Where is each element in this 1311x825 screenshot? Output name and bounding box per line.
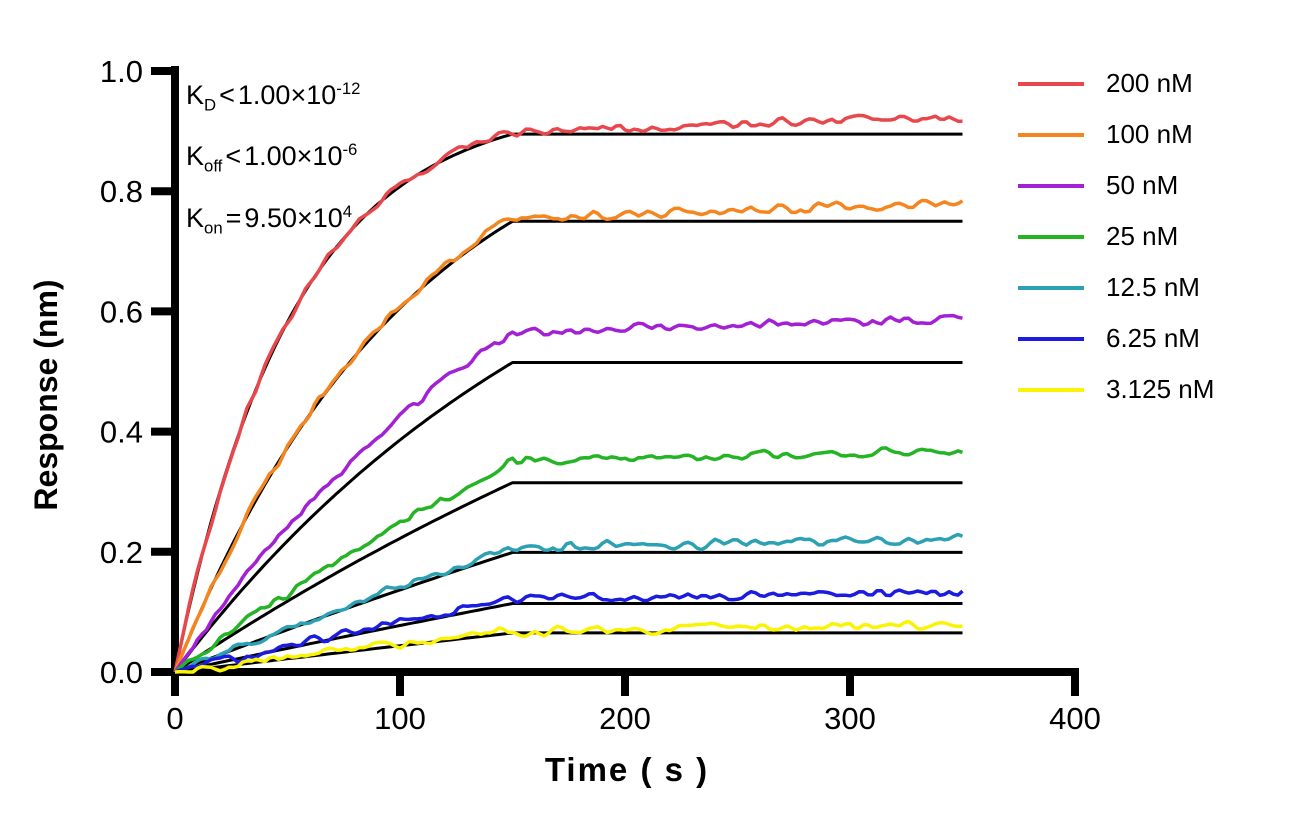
data-curve-200-nM xyxy=(173,113,963,673)
y-tick-label: 1.0 xyxy=(100,54,143,89)
fit-curve-12-5-nM xyxy=(174,550,963,674)
legend-label: 50 nM xyxy=(1106,170,1179,200)
y-tick-label: 0.2 xyxy=(100,535,143,570)
kinetic-constants-annotation: KD <1.00×10-12 Koff <1.00×10-6 Kon = 9.50×104 xyxy=(186,66,360,250)
legend: 200 nM 100 nM 50 nM 25 nM 12.5 nM 6.25 nM 3.12… xyxy=(1018,58,1214,415)
kinetic-constant-line: KD <1.00×10-12 xyxy=(186,79,361,115)
y-tick-label: 0.0 xyxy=(100,655,143,690)
kinetic-constant-line: Koff <1.00×10-6 xyxy=(186,140,358,176)
x-tick-label: 300 xyxy=(824,701,876,736)
legend-item: 12.5 nM xyxy=(1018,262,1214,313)
legend-swatch xyxy=(1018,234,1084,239)
legend-item: 6.25 nM xyxy=(1018,313,1214,364)
legend-label: 100 nM xyxy=(1106,119,1193,149)
legend-swatch xyxy=(1018,132,1084,137)
legend-label: 25 nM xyxy=(1106,221,1179,251)
y-axis-title: Response (nm) xyxy=(28,279,64,511)
x-tick-label: 0 xyxy=(166,701,183,736)
legend-label: 12.5 nM xyxy=(1106,272,1200,302)
data-curve-50-nM xyxy=(173,313,963,674)
legend-item: 100 nM xyxy=(1018,109,1214,160)
fit-curve-3-125-nM xyxy=(174,631,963,674)
legend-swatch xyxy=(1018,183,1084,188)
data-curve-3-125-nM xyxy=(174,619,963,674)
legend-swatch xyxy=(1018,387,1084,392)
fit-curve-25-nM xyxy=(174,481,963,674)
legend-swatch xyxy=(1018,81,1084,86)
y-tick-label: 0.8 xyxy=(100,174,143,209)
y-tick-label: 0.6 xyxy=(100,294,143,329)
x-axis-title: Time ( s ) xyxy=(544,751,710,788)
data-curve-6-25-nM xyxy=(174,588,964,674)
x-tick-label: 400 xyxy=(1049,701,1101,736)
legend-item: 200 nM xyxy=(1018,58,1214,109)
x-tick-label: 100 xyxy=(374,701,426,736)
legend-label: 3.125 nM xyxy=(1106,374,1215,404)
legend-item: 50 nM xyxy=(1018,160,1214,211)
legend-item: 25 nM xyxy=(1018,211,1214,262)
data-curve-12-5-nM xyxy=(174,532,964,674)
data-curve-25-nM xyxy=(173,446,964,674)
fit-curve-50-nM xyxy=(173,361,963,673)
legend-swatch xyxy=(1018,336,1084,341)
legend-item: 3.125 nM xyxy=(1018,364,1214,415)
legend-label: 6.25 nM xyxy=(1106,323,1200,353)
x-tick-label: 200 xyxy=(599,701,651,736)
legend-swatch xyxy=(1018,285,1084,290)
legend-label: 200 nM xyxy=(1106,68,1193,98)
kinetic-constant-line: Kon = 9.50×104 xyxy=(186,201,353,238)
data-curve-100-nM xyxy=(173,198,964,673)
fit-curve-6-25-nM xyxy=(174,602,963,674)
y-tick-label: 0.4 xyxy=(100,415,143,450)
